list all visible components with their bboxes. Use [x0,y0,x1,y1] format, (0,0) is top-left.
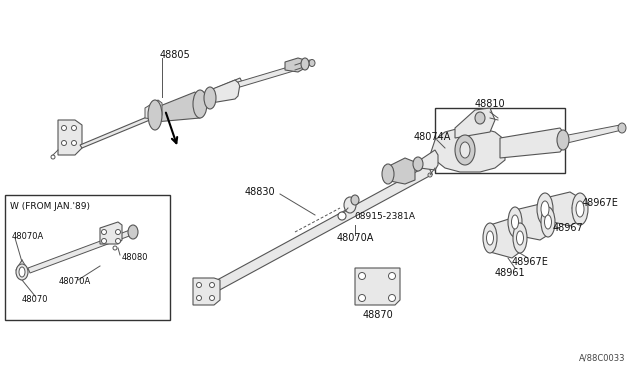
Ellipse shape [351,195,359,205]
Text: 48805: 48805 [159,50,190,60]
Ellipse shape [388,273,396,279]
Text: 48870: 48870 [363,310,394,320]
Polygon shape [238,65,297,87]
Ellipse shape [358,273,365,279]
Polygon shape [500,128,563,158]
Text: 48070A: 48070A [12,231,44,241]
Ellipse shape [557,130,569,150]
Ellipse shape [16,264,28,280]
Ellipse shape [572,193,588,225]
Ellipse shape [513,223,527,253]
Ellipse shape [72,141,77,145]
Text: 48810: 48810 [475,99,506,109]
Ellipse shape [72,125,77,131]
Polygon shape [430,128,505,172]
Polygon shape [545,192,580,226]
Ellipse shape [309,60,315,67]
Ellipse shape [388,295,396,301]
Ellipse shape [618,123,626,133]
Ellipse shape [460,142,470,158]
Ellipse shape [19,267,25,277]
Polygon shape [205,80,240,104]
Text: 48074A: 48074A [413,132,451,142]
Ellipse shape [193,90,207,118]
Polygon shape [58,120,82,155]
Ellipse shape [545,215,552,229]
Polygon shape [455,108,495,138]
Polygon shape [198,166,433,299]
Ellipse shape [511,215,518,229]
Ellipse shape [508,207,522,237]
Ellipse shape [196,282,202,288]
Text: 48967: 48967 [552,223,584,233]
Ellipse shape [344,197,356,213]
Text: 48967E: 48967E [511,257,548,267]
Text: 48830: 48830 [244,187,275,197]
Ellipse shape [455,135,475,165]
Polygon shape [193,278,220,305]
Ellipse shape [338,212,346,220]
Text: 48080: 48080 [122,253,148,263]
Polygon shape [490,218,520,258]
Polygon shape [100,222,122,244]
Ellipse shape [576,201,584,217]
Polygon shape [145,100,162,120]
Ellipse shape [209,282,214,288]
Ellipse shape [148,100,162,130]
Bar [435,108,565,173]
Text: 48070: 48070 [22,295,48,305]
Ellipse shape [382,164,394,184]
Ellipse shape [358,295,365,301]
Ellipse shape [541,201,549,217]
Ellipse shape [537,193,553,225]
Text: W (FROM JAN.'89): W (FROM JAN.'89) [10,202,90,211]
Polygon shape [420,150,438,170]
Ellipse shape [61,125,67,131]
Ellipse shape [301,58,309,70]
Bar [5,195,170,320]
Polygon shape [385,158,415,184]
Ellipse shape [516,231,524,245]
Text: W: W [339,214,345,218]
Ellipse shape [209,295,214,301]
Text: 08915-2381A: 08915-2381A [355,212,415,221]
Ellipse shape [339,212,344,218]
Text: 48070A: 48070A [336,233,374,243]
Ellipse shape [486,231,493,245]
Polygon shape [155,92,205,122]
Text: 48070A: 48070A [59,278,91,286]
Text: 48967E: 48967E [582,198,618,208]
Text: A/88C0033: A/88C0033 [579,353,625,362]
Ellipse shape [115,230,120,234]
Ellipse shape [428,173,432,177]
Polygon shape [285,58,305,72]
Polygon shape [28,230,132,273]
Ellipse shape [115,238,120,244]
Ellipse shape [128,225,138,239]
Ellipse shape [475,112,485,124]
Ellipse shape [413,157,423,171]
Ellipse shape [541,207,555,237]
Ellipse shape [102,230,106,234]
Text: 48961: 48961 [495,268,525,278]
Polygon shape [355,268,400,305]
Polygon shape [515,204,548,240]
Polygon shape [563,125,622,144]
Ellipse shape [483,223,497,253]
Ellipse shape [113,246,117,250]
Ellipse shape [204,87,216,109]
Polygon shape [80,78,242,148]
Ellipse shape [51,155,55,159]
Ellipse shape [61,141,67,145]
Ellipse shape [102,238,106,244]
Ellipse shape [196,295,202,301]
